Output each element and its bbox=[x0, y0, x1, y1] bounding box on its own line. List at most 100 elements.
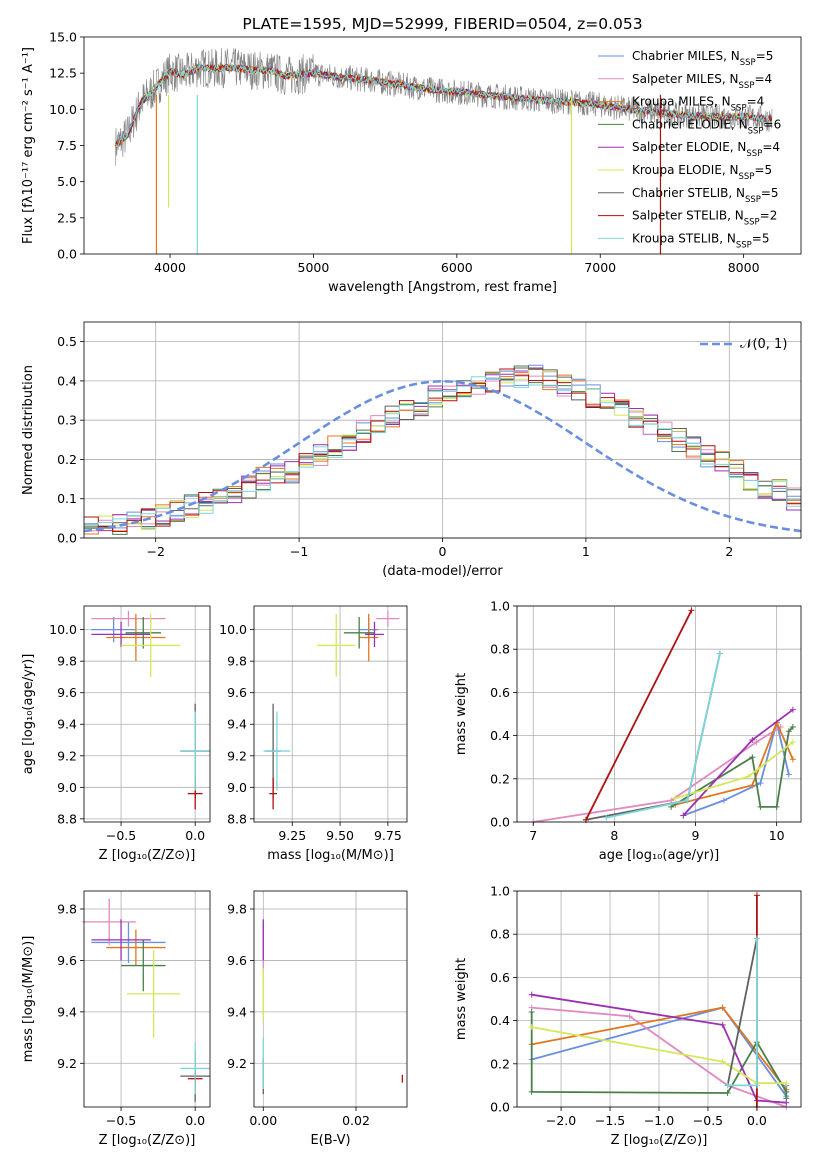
weight-line bbox=[674, 720, 794, 806]
y-axis-label: mass weight bbox=[454, 673, 469, 755]
x-tick-label: 0.0 bbox=[747, 1113, 767, 1128]
y-tick-label: 0.2 bbox=[57, 452, 77, 467]
y-tick-label: 9.6 bbox=[227, 953, 247, 968]
y-tick-label: 0.6 bbox=[490, 970, 510, 985]
y-tick-label: 9.2 bbox=[227, 1056, 247, 1071]
y-tick-label: 9.2 bbox=[57, 1056, 77, 1071]
y-tick-label: 9.2 bbox=[227, 748, 247, 763]
y-tick-label: 9.4 bbox=[227, 1004, 247, 1019]
residual-histogram bbox=[84, 367, 801, 528]
x-tick-label: 5000 bbox=[298, 260, 330, 275]
x-tick-label: −1.5 bbox=[595, 1113, 625, 1128]
y-tick-label: 0.1 bbox=[57, 491, 77, 506]
y-axis-label: Normed distribution bbox=[21, 365, 36, 495]
residual-histogram bbox=[84, 368, 801, 532]
y-tick-label: 9.4 bbox=[227, 717, 247, 732]
y-tick-label: 0.8 bbox=[490, 642, 510, 657]
y-tick-label: 0.0 bbox=[490, 815, 510, 830]
x-tick-label: 8000 bbox=[728, 260, 760, 275]
y-axis-label: age [log₁₀(age/yr)] bbox=[21, 654, 36, 775]
y-tick-label: 9.4 bbox=[57, 1004, 77, 1019]
x-tick-label: 0.00 bbox=[249, 1113, 277, 1128]
y-tick-label: 0.4 bbox=[490, 728, 510, 743]
weight-line bbox=[682, 722, 790, 817]
axes-frame bbox=[83, 605, 211, 823]
y-tick-label: 9.8 bbox=[57, 654, 77, 669]
x-tick-label: 7000 bbox=[584, 260, 616, 275]
axes-frame bbox=[253, 890, 408, 1108]
weight-line bbox=[531, 993, 787, 1104]
x-tick-label: −1 bbox=[290, 544, 308, 559]
y-tick-label: 0.5 bbox=[57, 334, 77, 349]
x-tick-label: −1.0 bbox=[644, 1113, 674, 1128]
axes-layer bbox=[80, 36, 802, 1111]
residual-histogram bbox=[84, 370, 801, 526]
gaussian-curve bbox=[83, 379, 802, 533]
legend-entry: Salpeter STELIB, NSSP=2 bbox=[632, 209, 777, 228]
y-tick-label: 8.8 bbox=[57, 811, 77, 826]
y-tick-label: 0.4 bbox=[490, 1013, 510, 1028]
legend-entry: Chabrier ELODIE, NSSP=6 bbox=[632, 117, 781, 136]
weight-line bbox=[670, 726, 794, 808]
x-tick-label: 0 bbox=[439, 544, 447, 559]
legend-entry: Kroupa MILES, NSSP=4 bbox=[632, 95, 764, 114]
x-tick-label: −0.5 bbox=[106, 1113, 136, 1128]
x-tick-label: 10 bbox=[769, 828, 785, 843]
x-axis-label: age [log₁₀(age/yr)] bbox=[599, 848, 720, 863]
y-tick-label: 7.5 bbox=[57, 138, 77, 153]
y-tick-label: 0.8 bbox=[490, 927, 510, 942]
legend-entry: Kroupa STELIB, NSSP=5 bbox=[632, 231, 770, 250]
legend-entry: 𝒩(0, 1) bbox=[740, 337, 787, 352]
spectrum-model-line bbox=[115, 63, 772, 147]
y-tick-label: 9.2 bbox=[57, 748, 77, 763]
y-tick-label: 0.0 bbox=[57, 531, 77, 546]
x-tick-label: 0.0 bbox=[185, 1113, 205, 1128]
y-tick-label: 0.0 bbox=[490, 1100, 510, 1115]
x-tick-label: 0.0 bbox=[185, 828, 205, 843]
y-tick-label: 0.3 bbox=[57, 413, 77, 428]
axes-frame bbox=[516, 605, 802, 823]
legend-entry: Kroupa ELODIE, NSSP=5 bbox=[632, 163, 772, 182]
x-tick-label: 1 bbox=[582, 544, 590, 559]
y-tick-label: 2.5 bbox=[57, 210, 77, 225]
x-axis-label: mass [log₁₀(M/M⊙)] bbox=[267, 848, 394, 863]
y-tick-label: 10.0 bbox=[219, 622, 247, 637]
x-tick-label: 7 bbox=[529, 828, 537, 843]
y-tick-label: 10.0 bbox=[49, 622, 77, 637]
y-axis-label: mass [log₁₀(M/M⊙)] bbox=[21, 936, 36, 1063]
x-axis-label: Z [log₁₀(Z/Z⊙)] bbox=[99, 848, 196, 863]
y-tick-label: 9.0 bbox=[57, 780, 77, 795]
axes-frame bbox=[253, 605, 408, 823]
y-tick-label: 15.0 bbox=[49, 30, 77, 45]
y-tick-label: 9.8 bbox=[227, 654, 247, 669]
y-tick-label: 12.5 bbox=[49, 66, 77, 81]
y-tick-label: 0.4 bbox=[57, 373, 77, 388]
y-tick-label: 0.2 bbox=[490, 771, 510, 786]
x-tick-label: −0.5 bbox=[693, 1113, 723, 1128]
x-axis-label: wavelength [Angstrom, rest frame] bbox=[328, 280, 557, 295]
x-tick-label: 8 bbox=[610, 828, 618, 843]
weight-line bbox=[585, 653, 721, 821]
weight-line bbox=[531, 1026, 787, 1085]
x-tick-label: −0.5 bbox=[106, 828, 136, 843]
x-tick-label: 9.25 bbox=[278, 828, 306, 843]
y-tick-label: 9.8 bbox=[227, 902, 247, 917]
y-tick-label: 0.6 bbox=[490, 685, 510, 700]
x-tick-label: 4000 bbox=[154, 260, 186, 275]
x-tick-label: 0.02 bbox=[342, 1113, 370, 1128]
x-axis-label: Z [log₁₀(Z/Z⊙)] bbox=[611, 1133, 708, 1148]
x-tick-label: −2.0 bbox=[546, 1113, 576, 1128]
x-axis-label: (data-model)/error bbox=[382, 564, 503, 579]
text-layer: 4000 5000 6000 7000 80000.02.55.07.510.012.5… bbox=[21, 15, 787, 1148]
y-tick-label: 8.8 bbox=[227, 811, 247, 826]
legend-entry: Salpeter MILES, NSSP=4 bbox=[632, 72, 772, 91]
y-tick-label: 5.0 bbox=[57, 174, 77, 189]
weight-line bbox=[533, 726, 782, 823]
y-tick-label: 9.6 bbox=[57, 953, 77, 968]
weight-line bbox=[585, 609, 693, 821]
chart-title: PLATE=1595, MJD=52999, FIBERID=0504, z=0… bbox=[242, 15, 642, 33]
legend-entry: Chabrier STELIB, NSSP=5 bbox=[632, 186, 779, 205]
x-axis-label: E(B-V) bbox=[310, 1133, 350, 1148]
y-tick-label: 9.6 bbox=[227, 685, 247, 700]
